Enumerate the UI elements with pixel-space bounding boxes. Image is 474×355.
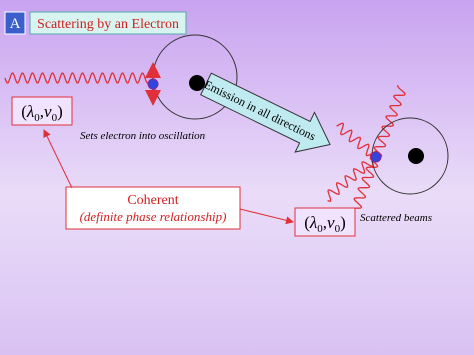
title: Scattering by an Electron xyxy=(37,17,179,32)
wave xyxy=(349,156,379,213)
subscript: 0 xyxy=(52,112,58,124)
waves xyxy=(4,72,406,213)
formula-part: λ xyxy=(26,102,34,121)
formula-part: , xyxy=(40,102,44,121)
badge: A xyxy=(10,16,21,32)
formula-part: ν xyxy=(44,102,52,121)
formula-part: ( xyxy=(21,102,27,121)
subscript: 0 xyxy=(317,223,323,235)
scattered-formula: (λ0,ν0) xyxy=(304,213,346,235)
badge-box xyxy=(4,11,26,35)
scattered-caption: Scattered beams xyxy=(360,212,432,224)
connector xyxy=(239,208,294,225)
connector xyxy=(43,129,73,189)
formula-part: ( xyxy=(304,213,310,232)
wave xyxy=(4,72,148,84)
subscript: 0 xyxy=(335,223,341,235)
nucleus xyxy=(189,75,205,91)
incident-caption: Sets electron into oscillation xyxy=(80,130,206,142)
formula-part: ) xyxy=(57,102,63,121)
coherent-box xyxy=(65,186,241,230)
wave xyxy=(327,154,377,202)
coherent-subtitle: (definite phase relationship) xyxy=(80,209,227,224)
scattered-formula-box xyxy=(294,207,356,237)
formula-part: ν xyxy=(327,213,335,232)
incident-formula-box xyxy=(11,96,73,126)
formula-part: λ xyxy=(309,213,317,232)
electron xyxy=(147,78,159,90)
nucleus xyxy=(408,148,424,164)
wave xyxy=(336,122,379,158)
incident-formula: (λ0,ν0) xyxy=(21,102,63,124)
formula-part: ) xyxy=(340,213,346,232)
subscript: 0 xyxy=(34,112,40,124)
title-box xyxy=(29,11,187,35)
electron xyxy=(370,151,382,163)
formula-part: , xyxy=(323,213,327,232)
coherent-title: Coherent xyxy=(127,193,178,208)
